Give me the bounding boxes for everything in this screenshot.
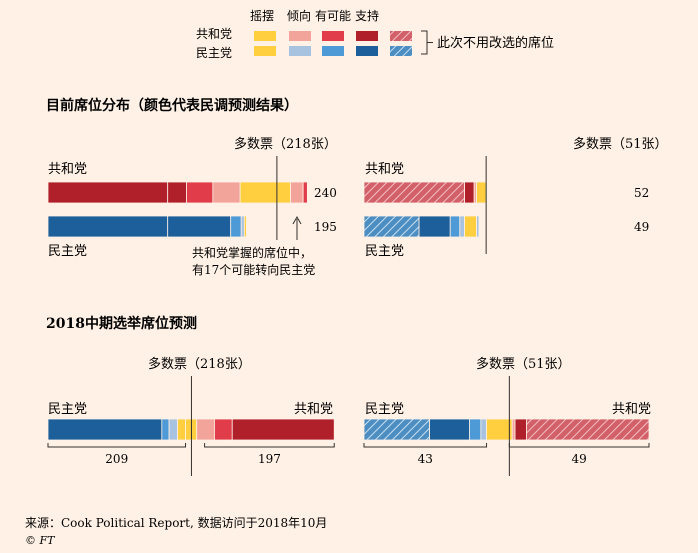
legend-row-label-rep: 共和党: [196, 26, 232, 41]
house-forecast-segment-6: [214, 418, 233, 441]
senate-current-rep-total: 52: [634, 186, 649, 200]
senate-forecast-segment-3: [480, 418, 487, 441]
legend-swatch-dem-3: [356, 46, 378, 56]
house-forecast-panel: 多数票（218张） 民主党 共和党 209 197: [47, 356, 335, 476]
legend-swatch-rep-1: [289, 31, 311, 41]
senate-forecast-segment-7: [526, 418, 650, 441]
house-current-dem-segment-0: [47, 215, 169, 238]
house-annotation-line2: 有17个可能转向民主党: [192, 262, 315, 277]
house-forecast-majority-label: 多数票（218张）: [148, 356, 251, 372]
senate-forecast-dem-value: 43: [418, 452, 433, 466]
senate-forecast-panel: 多数票（51张） 民主党 共和党 43 49: [363, 356, 651, 476]
house-forecast-segment-1: [161, 418, 170, 441]
forecast-section-title: 2018中期选举席位预测: [46, 315, 197, 332]
legend-swatch-rep-0: [254, 31, 276, 41]
house-current-rep-segment-3: [212, 181, 241, 204]
house-current-dem-label: 民主党: [48, 244, 87, 259]
house-forecast-dem-bracket: [47, 443, 187, 448]
senate-current-rep-segment-3: [476, 181, 487, 204]
legend-swatch-rep-reserved: [390, 31, 412, 41]
legend-swatch-dem-2: [322, 46, 344, 56]
senate-current-dem-label: 民主党: [365, 244, 404, 259]
legend-swatch-rep-2: [322, 31, 344, 41]
house-forecast-rep-label: 共和党: [294, 402, 333, 417]
senate-current-dem-segment-4: [464, 215, 477, 238]
senate-current-rep-segment-1: [464, 181, 475, 204]
legend-col-label-1: 倾向: [287, 8, 311, 23]
senate-current-panel: 多数票（51张） 共和党 民主党 52 49: [363, 136, 668, 259]
legend-col-label-2: 有可能: [315, 9, 351, 23]
house-annotation-arrow: [292, 215, 302, 240]
senate-current-dem-total: 49: [634, 220, 649, 234]
house-forecast-segment-7: [231, 418, 335, 441]
senate-forecast-dem-label: 民主党: [365, 402, 404, 417]
senate-forecast-majority-label: 多数票（51张）: [476, 356, 571, 372]
legend-swatch-rep-3: [356, 31, 378, 41]
house-current-dem-total: 195: [314, 220, 337, 234]
senate-current-majority-label: 多数票（51张）: [573, 136, 668, 152]
senate-current-rep-segment-0: [363, 181, 465, 204]
house-current-panel: 多数票（218张） 共和党 民主党 240 195 共和党掌握的席位中， 有17…: [47, 136, 337, 277]
house-current-rep-segment-5: [290, 181, 304, 204]
senate-forecast-rep-bracket: [508, 443, 650, 448]
legend-swatch-dem-reserved: [390, 46, 412, 56]
house-current-dem-segment-1: [167, 215, 232, 238]
senate-current-dem-segment-5: [476, 215, 480, 238]
house-current-rep-total: 240: [314, 186, 337, 200]
source-note: 来源：Cook Political Report, 数据访问于2018年10月: [25, 515, 327, 530]
house-current-rep-segment-1: [167, 181, 187, 204]
legend-swatch-dem-0: [254, 46, 276, 56]
ft-credit: © FT: [25, 534, 56, 547]
senate-current-rep-label: 共和党: [365, 162, 404, 177]
legend-row-label-dem: 民主党: [196, 45, 232, 60]
house-forecast-rep-value: 197: [258, 452, 281, 466]
house-forecast-dem-value: 209: [105, 452, 128, 466]
house-current-rep-segment-0: [47, 181, 169, 204]
senate-forecast-segment-5: [511, 418, 516, 441]
house-current-rep-segment-6: [302, 181, 308, 204]
legend-note: 此次不用改选的席位: [437, 35, 554, 51]
legend-col-label-0: 摇摆: [250, 9, 274, 23]
legend-bracket: [421, 30, 433, 55]
current-section-title: 目前席位分布（颜色代表民调预测结果）: [46, 97, 298, 114]
house-annotation-line1: 共和党掌握的席位中，: [192, 245, 312, 260]
house-current-dem-segment-4: [243, 215, 247, 238]
legend: 摇摆 倾向 有可能 支持 共和党 民主党 此次不用改选的席位: [196, 8, 554, 60]
senate-forecast-rep-label: 共和党: [612, 402, 651, 417]
senate-current-dem-segment-0: [363, 215, 420, 238]
house-forecast-segment-5: [196, 418, 215, 441]
house-current-dem-segment-3: [240, 215, 245, 238]
senate-forecast-segment-0: [363, 418, 430, 441]
senate-forecast-segment-2: [469, 418, 482, 441]
senate-forecast-rep-value: 49: [572, 452, 587, 466]
senate-forecast-segment-6: [514, 418, 527, 441]
senate-forecast-segment-4: [486, 418, 513, 441]
house-current-rep-label: 共和党: [48, 162, 87, 177]
senate-forecast-segment-1: [429, 418, 470, 441]
house-forecast-dem-label: 民主党: [48, 402, 87, 417]
house-forecast-segment-2: [168, 418, 179, 441]
legend-col-label-3: 支持: [355, 8, 379, 23]
senate-current-dem-segment-3: [459, 215, 465, 238]
house-current-rep-segment-2: [186, 181, 214, 204]
senate-current-dem-segment-2: [449, 215, 461, 238]
senate-current-dem-segment-1: [418, 215, 451, 238]
house-forecast-segment-3: [177, 418, 186, 441]
senate-forecast-dem-bracket: [363, 443, 488, 448]
legend-swatch-dem-1: [289, 46, 311, 56]
house-forecast-segment-0: [47, 418, 163, 441]
house-current-rep-segment-4: [239, 181, 291, 204]
house-current-majority-label: 多数票（218张）: [234, 136, 337, 152]
house-forecast-rep-bracket: [204, 443, 335, 448]
house-current-dem-segment-2: [230, 215, 242, 238]
